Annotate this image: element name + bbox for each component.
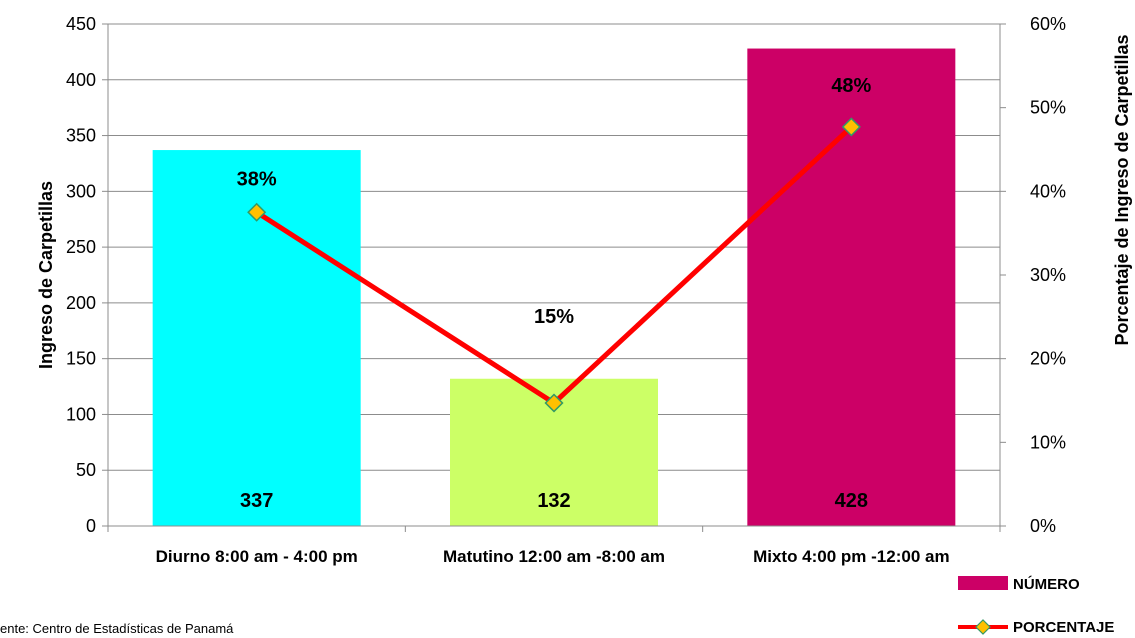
y2-tick-label: 20%	[1030, 349, 1066, 369]
y-axis-title: Ingreso de Carpetillas	[36, 181, 56, 369]
x-tick-label: Mixto 4:00 pm -12:00 am	[753, 547, 950, 566]
line-value-label: 38%	[237, 168, 277, 190]
y-tick-label: 450	[66, 14, 96, 34]
legend-bar-swatch	[958, 576, 1008, 590]
line-value-label: 15%	[534, 306, 574, 328]
bar-value-label: 132	[537, 490, 570, 512]
legend-line-label: PORCENTAJE	[1013, 619, 1114, 636]
y-tick-label: 200	[66, 293, 96, 313]
bar-value-label: 337	[240, 490, 273, 512]
y2-tick-label: 50%	[1030, 98, 1066, 118]
line-marker	[841, 117, 861, 137]
y2-tick-label: 40%	[1030, 181, 1066, 201]
y-tick-label: 300	[66, 181, 96, 201]
bar-series	[152, 48, 956, 526]
y-tick-label: 100	[66, 404, 96, 424]
legend-bar-label: NÚMERO	[1013, 575, 1080, 593]
line-series	[247, 117, 861, 413]
y2-axis-title: Porcentaje de Ingreso de Carpetillas	[1112, 34, 1132, 345]
right-axis: 0% 10% 20% 30% 40% 50% 60%	[1000, 14, 1066, 536]
y-tick-label: 250	[66, 237, 96, 257]
y2-tick-label: 10%	[1030, 432, 1066, 452]
bar-data-labels: 337 132 428	[240, 490, 868, 512]
x-tick-label: Diurno 8:00 am - 4:00 pm	[156, 547, 358, 566]
line-data-labels: 38% 15% 48%	[237, 75, 872, 328]
y-tick-label: 0	[86, 516, 96, 536]
y-tick-label: 350	[66, 126, 96, 146]
line-marker	[247, 202, 267, 222]
y2-tick-label: 60%	[1030, 14, 1066, 34]
left-axis: 0 50 100 150 200 250 300 350 400 450	[66, 14, 108, 536]
y-tick-label: 50	[76, 460, 96, 480]
legend-marker-swatch	[975, 619, 991, 635]
y2-tick-label: 30%	[1030, 265, 1066, 285]
category-axis: Diurno 8:00 am - 4:00 pm Matutino 12:00 a…	[107, 526, 1001, 566]
source-note: ente: Centro de Estadísticas de Panamá	[0, 621, 234, 636]
line-value-label: 48%	[831, 75, 871, 97]
x-tick-label: Matutino 12:00 am -8:00 am	[443, 547, 665, 566]
y2-tick-label: 0%	[1030, 516, 1056, 536]
y-tick-label: 150	[66, 349, 96, 369]
line-marker	[544, 393, 564, 413]
legend: NÚMERO PORCENTAJE	[958, 575, 1114, 636]
y-tick-label: 400	[66, 70, 96, 90]
bar-value-label: 428	[835, 490, 868, 512]
